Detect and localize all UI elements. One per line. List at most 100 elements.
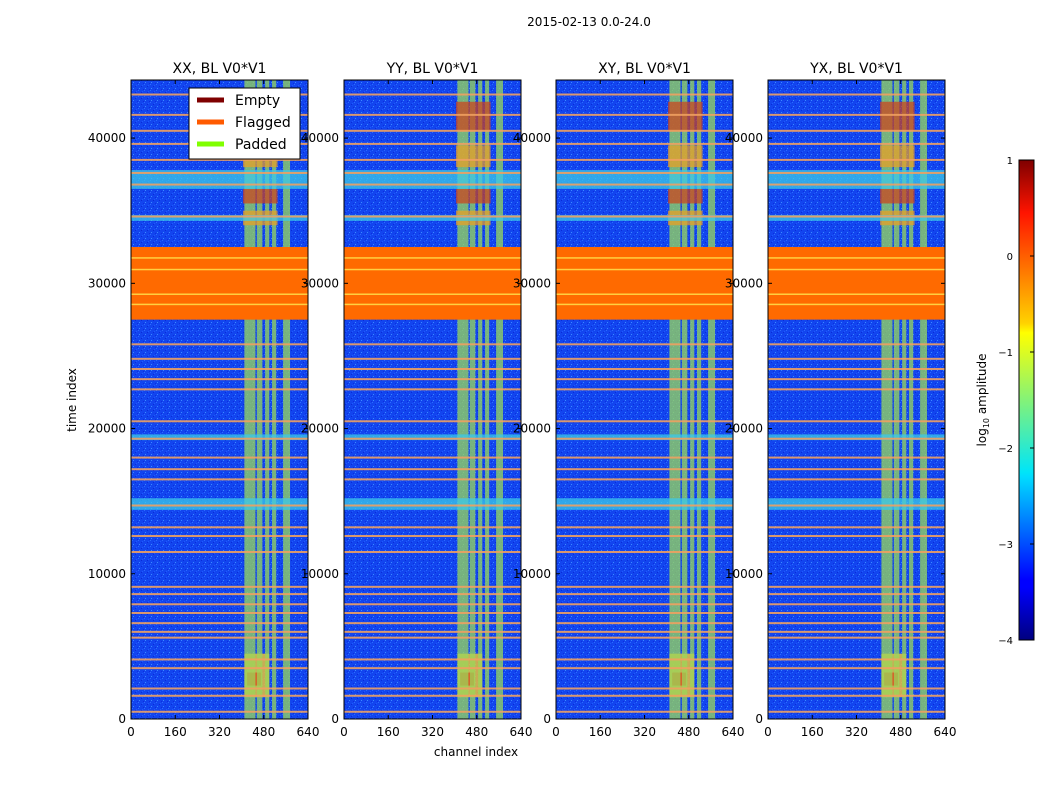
flagged-row: [131, 357, 308, 360]
flagged-row: [768, 93, 945, 96]
rfi-upper-spot: [456, 101, 491, 131]
bright-column-2: [256, 80, 263, 719]
flagged-row: [131, 622, 308, 625]
y-tick-label: 40000: [513, 131, 551, 145]
bright-column-2: [681, 80, 688, 719]
flagged-row: [131, 468, 308, 471]
x-tick-label: 160: [589, 725, 612, 739]
flagged-row: [131, 526, 308, 529]
flagged-block: [131, 247, 308, 320]
flagged-row: [344, 420, 521, 423]
y-tick-label: 0: [331, 712, 339, 726]
y-tick-label: 30000: [513, 276, 551, 290]
panel-3: XY, BL V0*V1 0 160 320 480 640 0 10000 20000 3000…: [513, 61, 745, 739]
flagged-row: [768, 113, 945, 116]
flagged-row: [768, 158, 945, 161]
flagged-row: [344, 468, 521, 471]
colorbar-label: log10 amplitude: [975, 354, 991, 447]
flagged-row: [768, 694, 945, 697]
y-axis-label: time index: [65, 368, 79, 432]
flagged-row: [768, 129, 945, 132]
cyan-band: [344, 434, 521, 441]
cyan-band: [768, 498, 945, 510]
rfi-upper-spot: [456, 145, 491, 168]
bright-column-2: [893, 80, 900, 719]
flagged-row: [344, 667, 521, 670]
bright-column-2: [469, 80, 476, 719]
flagged-block-line: [768, 303, 945, 306]
flagged-row: [768, 622, 945, 625]
flagged-row: [768, 420, 945, 423]
rfi-upper-spot: [243, 188, 278, 204]
y-tick-label: 30000: [88, 276, 126, 290]
cyan-band: [768, 434, 945, 441]
flagged-row: [556, 550, 733, 553]
panel-title: XX, BL V0*V1: [173, 61, 267, 77]
flagged-row: [131, 504, 308, 507]
flagged-row: [344, 535, 521, 538]
flagged-row: [556, 129, 733, 132]
x-tick-label: 480: [677, 725, 700, 739]
y-tick-label: 30000: [725, 276, 763, 290]
x-tick-label: 320: [208, 725, 231, 739]
flagged-row: [556, 630, 733, 633]
flagged-block: [768, 247, 945, 320]
flagged-row: [768, 593, 945, 596]
rfi-upper-spot: [880, 188, 915, 204]
flagged-row: [131, 437, 308, 440]
flagged-row: [556, 378, 733, 381]
panel-2: YY, BL V0*V1 0 160 320 480 640 0 10000 20000 3000…: [301, 61, 533, 739]
flagged-row: [768, 603, 945, 606]
flagged-row: [556, 158, 733, 161]
cyan-band: [344, 498, 521, 510]
flagged-row: [556, 468, 733, 471]
y-tick-label: 40000: [88, 131, 126, 145]
flagged-block-line: [556, 257, 733, 259]
cyan-band: [131, 498, 308, 510]
flagged-row: [344, 478, 521, 481]
flagged-row: [344, 636, 521, 639]
flagged-row: [556, 93, 733, 96]
flagged-row: [131, 636, 308, 639]
flagged-row: [768, 504, 945, 507]
x-tick-label: 480: [465, 725, 488, 739]
y-tick-label: 10000: [725, 567, 763, 581]
x-tick-label: 160: [377, 725, 400, 739]
flagged-row: [344, 388, 521, 391]
colorbar-tick-label: −4: [998, 636, 1013, 647]
flagged-row: [768, 478, 945, 481]
bright-column-1: [881, 80, 893, 719]
flagged-row: [131, 658, 308, 661]
rfi-upper-spot: [668, 101, 703, 131]
cyan-band: [556, 498, 733, 510]
x-tick-label: 0: [127, 725, 135, 739]
bright-column-1: [244, 80, 256, 719]
bright-column-3: [265, 80, 270, 719]
flagged-row: [344, 593, 521, 596]
rfi-upper-spot: [880, 145, 915, 168]
colorbar-tick-label: 0: [1007, 252, 1013, 263]
flagged-row: [131, 388, 308, 391]
flagged-row: [768, 215, 945, 218]
flagged-row: [556, 687, 733, 690]
flagged-row: [768, 526, 945, 529]
flagged-row: [131, 687, 308, 690]
panel-4: YX, BL V0*V1 0 160 320 480 640 0 10000 20000 3000…: [725, 61, 957, 739]
flagged-row: [556, 636, 733, 639]
flagged-row: [556, 456, 733, 459]
flagged-row: [131, 550, 308, 553]
flagged-block: [344, 247, 521, 320]
flagged-row: [131, 535, 308, 538]
flagged-row: [344, 687, 521, 690]
flagged-row: [344, 378, 521, 381]
flagged-row: [556, 667, 733, 670]
y-tick-label: 10000: [513, 567, 551, 581]
flagged-row: [768, 388, 945, 391]
cyan-band: [344, 215, 521, 221]
flagged-row: [344, 368, 521, 371]
flagged-row: [131, 603, 308, 606]
flagged-row: [768, 468, 945, 471]
flagged-row: [556, 535, 733, 538]
flagged-row: [768, 456, 945, 459]
colorbar-tick-label: −1: [998, 348, 1013, 359]
